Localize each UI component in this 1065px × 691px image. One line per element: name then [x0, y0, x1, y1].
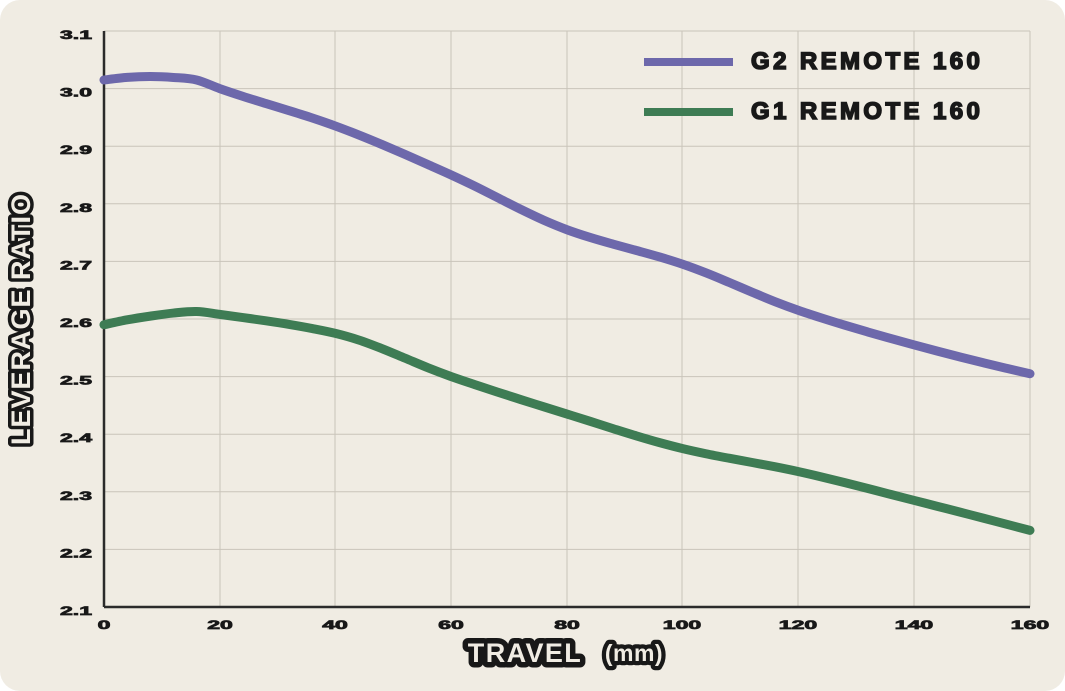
svg-text:2.7: 2.7: [60, 258, 92, 272]
svg-text:2.2: 2.2: [60, 546, 92, 560]
svg-text:2.6: 2.6: [60, 316, 92, 330]
svg-text:140: 140: [895, 618, 933, 632]
svg-text:0: 0: [98, 618, 111, 632]
svg-text:3.1: 3.1: [60, 28, 92, 42]
svg-text:(mm): (mm): [605, 640, 663, 666]
svg-text:TRAVEL: TRAVEL: [468, 638, 582, 668]
svg-text:2.9: 2.9: [60, 143, 92, 157]
svg-text:160: 160: [1011, 618, 1049, 632]
svg-text:2.3: 2.3: [60, 489, 92, 503]
svg-text:80: 80: [554, 618, 580, 632]
svg-text:20: 20: [207, 618, 233, 632]
svg-text:2.1: 2.1: [60, 604, 92, 618]
svg-text:LEVERAGE RATIO: LEVERAGE RATIO: [6, 193, 36, 445]
svg-text:2.5: 2.5: [60, 374, 92, 388]
svg-text:G2 REMOTE 160: G2 REMOTE 160: [751, 48, 983, 75]
svg-text:120: 120: [779, 618, 817, 632]
svg-text:G1 REMOTE 160: G1 REMOTE 160: [751, 98, 983, 125]
svg-text:2.8: 2.8: [60, 201, 92, 215]
svg-text:3.0: 3.0: [60, 86, 92, 100]
svg-text:100: 100: [663, 618, 701, 632]
svg-text:40: 40: [322, 618, 348, 632]
svg-text:60: 60: [438, 618, 464, 632]
svg-text:2.4: 2.4: [60, 431, 93, 445]
